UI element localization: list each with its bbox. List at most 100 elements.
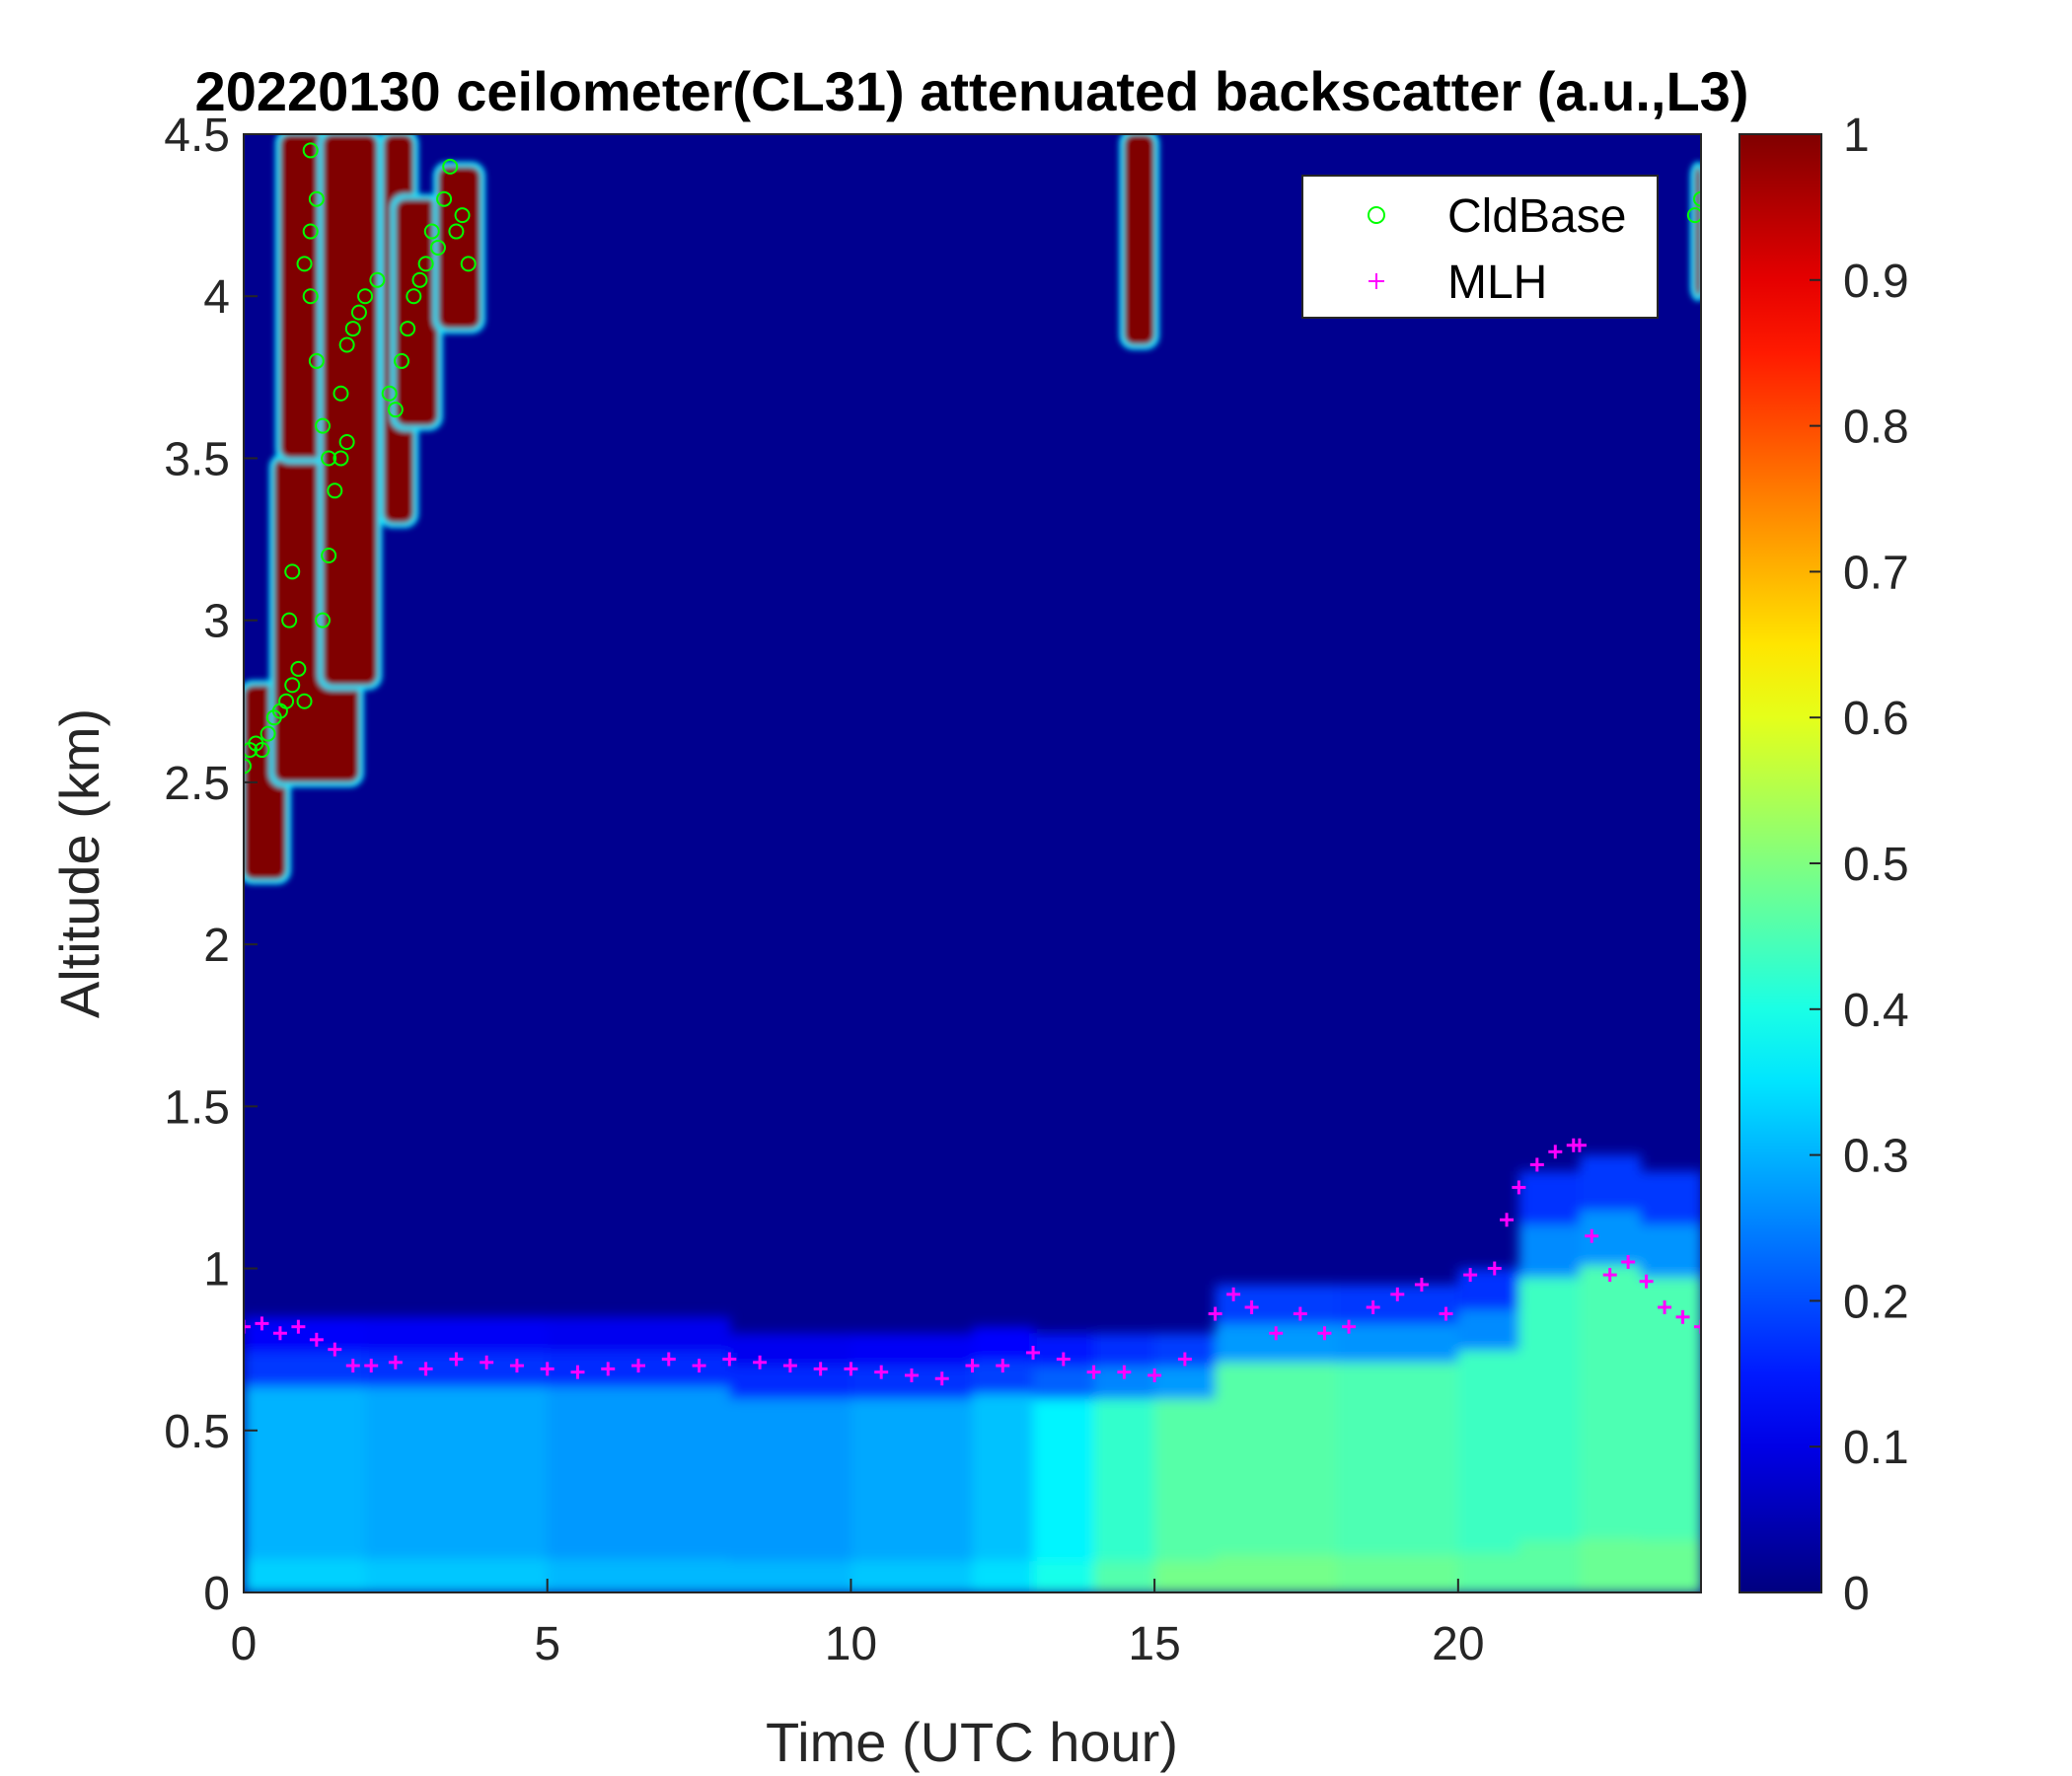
colorbar-gradient bbox=[1739, 133, 1822, 1593]
cloud-region bbox=[437, 166, 481, 330]
boundary-layer-cell bbox=[972, 1393, 1035, 1428]
boundary-layer-cell bbox=[972, 1525, 1035, 1561]
x-tick-label: 15 bbox=[1128, 1618, 1180, 1670]
cldbase-point bbox=[460, 256, 477, 272]
mlh-point bbox=[1675, 1309, 1690, 1324]
mlh-point bbox=[1602, 1268, 1617, 1283]
boundary-layer-cell bbox=[547, 1558, 731, 1592]
mlh-point bbox=[1147, 1368, 1162, 1382]
boundary-layer-cell bbox=[1336, 1322, 1459, 1363]
boundary-layer-cell bbox=[244, 1351, 367, 1387]
mlh-point bbox=[1548, 1145, 1563, 1159]
mlh-point bbox=[1694, 1319, 1701, 1334]
boundary-layer-cell bbox=[1579, 1318, 1642, 1375]
boundary-layer-cell bbox=[851, 1527, 974, 1562]
boundary-layer-cell bbox=[1518, 1539, 1581, 1592]
boundary-layer-cell bbox=[972, 1459, 1035, 1495]
cldbase-point bbox=[284, 677, 301, 694]
mlh-point bbox=[753, 1355, 768, 1369]
cldbase-point bbox=[400, 321, 416, 337]
mlh-point bbox=[449, 1352, 464, 1367]
mlh-point bbox=[1293, 1306, 1307, 1321]
mlh-point bbox=[309, 1332, 324, 1347]
colorbar-tick-label: 0.6 bbox=[1843, 693, 1909, 745]
mlh-point bbox=[480, 1355, 494, 1369]
cldbase-point bbox=[381, 385, 398, 402]
cldbase-point bbox=[411, 271, 428, 288]
legend: CldBase MLH bbox=[1301, 175, 1659, 319]
cldbase-point bbox=[315, 417, 332, 434]
x-tick-label: 10 bbox=[825, 1618, 877, 1670]
colorbar-tick-label: 0 bbox=[1843, 1568, 1870, 1620]
mlh-point bbox=[1658, 1299, 1672, 1314]
mlh-point bbox=[1208, 1306, 1222, 1321]
mlh-point bbox=[661, 1352, 676, 1367]
boundary-layer-cell bbox=[365, 1454, 549, 1491]
legend-mlh-marker bbox=[1369, 273, 1384, 289]
legend-cldbase-marker bbox=[1368, 206, 1385, 224]
cldbase-point bbox=[259, 725, 276, 742]
cldbase-point bbox=[423, 223, 440, 240]
boundary-layer-cell bbox=[1154, 1397, 1217, 1432]
cldbase-point bbox=[417, 256, 434, 272]
boundary-layer-cell bbox=[851, 1560, 974, 1592]
cldbase-point bbox=[281, 612, 298, 629]
cldbase-point bbox=[321, 450, 337, 467]
colorbar-tick-label: 0.3 bbox=[1843, 1131, 1909, 1183]
mlh-point bbox=[1414, 1277, 1429, 1292]
colorbar-ticks: 0 0.1 0.2 0.3 0.4 0.5 0.6 0.7 0.8 0.9 1 bbox=[1810, 110, 1909, 1620]
mlh-point bbox=[345, 1359, 360, 1373]
boundary-layer-cell bbox=[1154, 1366, 1217, 1399]
y-tick-label: 2 bbox=[203, 920, 230, 972]
mlh-point bbox=[388, 1355, 403, 1369]
cloud-region bbox=[395, 198, 438, 426]
boundary-layer-cell bbox=[1336, 1399, 1459, 1440]
mlh-point bbox=[1500, 1213, 1515, 1227]
mlh-point bbox=[1342, 1319, 1357, 1334]
mlh-point bbox=[291, 1319, 306, 1334]
boundary-layer-cell bbox=[1518, 1487, 1581, 1541]
boundary-layer-cell bbox=[1640, 1434, 1701, 1489]
boundary-layer-cell bbox=[1154, 1527, 1217, 1562]
plot-frame bbox=[243, 133, 1702, 1593]
legend-box bbox=[1301, 175, 1659, 319]
boundary-layer-cell bbox=[1457, 1511, 1520, 1553]
boundary-layer-cell bbox=[547, 1420, 731, 1456]
boundary-layer-cell bbox=[1093, 1333, 1156, 1368]
y-axis: 0 0.5 1 1.5 2 2.5 3 3.5 4 4.5 bbox=[164, 110, 258, 1620]
mlh-point bbox=[813, 1362, 828, 1376]
cldbase-point bbox=[454, 207, 471, 224]
boundary-layer-cell bbox=[851, 1333, 974, 1368]
boundary-layer-cell bbox=[1215, 1515, 1338, 1555]
boundary-layer-cell bbox=[1033, 1430, 1095, 1464]
boundary-layer-cell bbox=[1640, 1487, 1701, 1541]
boundary-layer-cell bbox=[547, 1489, 731, 1525]
mlh-point bbox=[1177, 1352, 1192, 1367]
boundary-layer-cell bbox=[1093, 1430, 1156, 1464]
boundary-layer-cell bbox=[1640, 1539, 1701, 1592]
mlh-point bbox=[1226, 1287, 1241, 1301]
boundary-layer-cell bbox=[1579, 1154, 1642, 1212]
boundary-layer-cell bbox=[972, 1426, 1035, 1461]
boundary-layer-cell bbox=[1093, 1462, 1156, 1497]
boundary-layer-cell bbox=[1457, 1551, 1520, 1592]
y-tick-label: 0.5 bbox=[164, 1406, 230, 1458]
cldbase-point bbox=[357, 288, 374, 305]
cldbase-point bbox=[278, 693, 295, 709]
boundary-layer-cell bbox=[1457, 1430, 1520, 1472]
boundary-layer-cell bbox=[1579, 1483, 1642, 1539]
colorbar-tick-label: 0.1 bbox=[1843, 1422, 1909, 1474]
cldbase-point bbox=[244, 758, 252, 775]
boundary-layer-cell bbox=[1457, 1308, 1520, 1351]
boundary-layer-cell bbox=[1215, 1438, 1338, 1478]
boundary-layer-cell bbox=[1518, 1223, 1581, 1278]
cldbase-point bbox=[321, 547, 337, 563]
colorbar-tick-label: 0.4 bbox=[1843, 985, 1909, 1037]
colorbar-tick-label: 0.5 bbox=[1843, 839, 1909, 891]
y-tick-label: 1 bbox=[203, 1244, 230, 1296]
x-tick-label: 20 bbox=[1432, 1618, 1484, 1670]
boundary-layer-cell bbox=[1336, 1361, 1459, 1401]
boundary-layer-cell bbox=[1215, 1476, 1338, 1517]
mlh-point bbox=[874, 1365, 889, 1379]
boundary-layer-cell bbox=[1518, 1434, 1581, 1489]
